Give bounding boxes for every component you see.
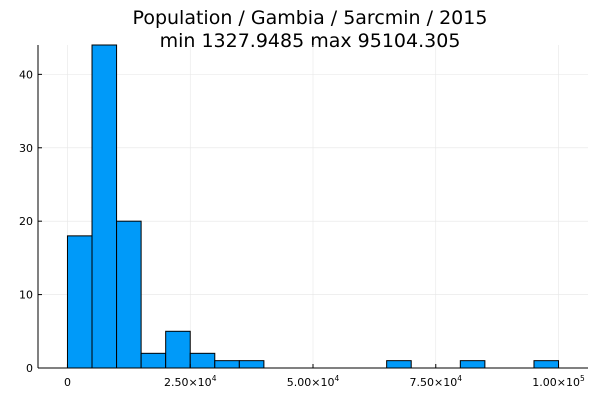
x-tick-label: 0	[64, 376, 71, 389]
histogram-bar	[533, 360, 560, 369]
histogram-bar	[66, 235, 93, 369]
histogram-bar	[140, 352, 167, 369]
histogram-bar	[459, 360, 486, 369]
y-tick-label: 10	[19, 289, 33, 302]
tick-labels: 0 10 20 30 40 0 2.50×104 5.00×104 7.50×104 1.00×1…	[19, 68, 585, 389]
x-tick-label: 5.00×104	[287, 374, 340, 389]
histogram-bar	[165, 330, 191, 369]
x-tick-label: 7.50×104	[410, 374, 463, 389]
histogram-bar	[116, 220, 142, 369]
y-tick-label: 0	[26, 362, 33, 375]
y-tick-label: 20	[19, 215, 33, 228]
x-tick-label: 1.00×105	[532, 374, 585, 389]
x-tick-label: 2.50×104	[164, 374, 217, 389]
y-tick-label: 30	[19, 142, 33, 155]
histogram-bar	[189, 352, 216, 369]
chart-subtitle: min 1327.9485 max 95104.305	[160, 30, 461, 52]
histogram-bar	[91, 44, 118, 369]
histogram-bar	[386, 360, 412, 369]
histogram-bar	[238, 360, 265, 369]
histogram-bar	[214, 360, 240, 369]
y-tick-label: 40	[19, 68, 33, 81]
chart-title: Population / Gambia / 5arcmin / 2015	[133, 7, 488, 29]
histogram-bars	[66, 44, 560, 369]
axes	[37, 45, 588, 369]
